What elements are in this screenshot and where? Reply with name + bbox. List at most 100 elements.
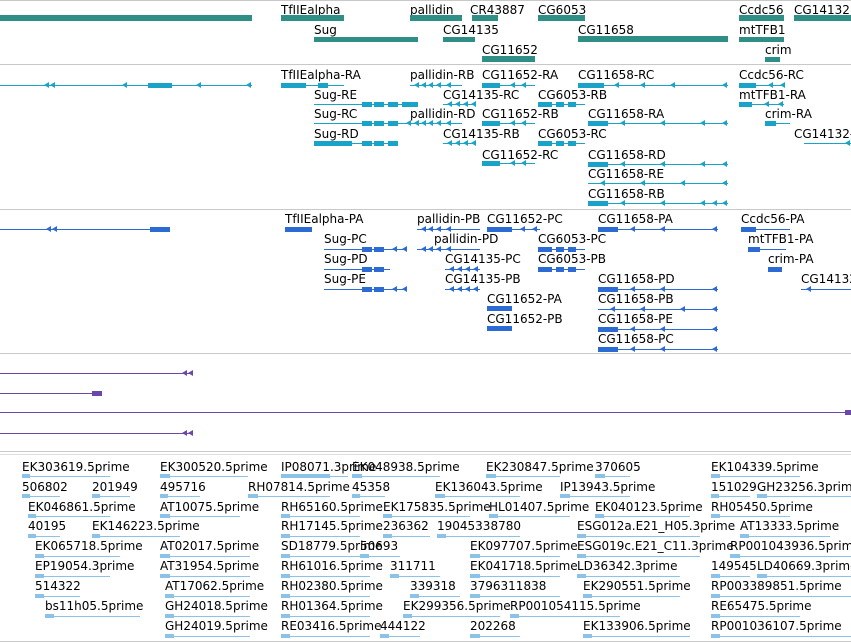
feature-label[interactable]: EK230847.5prime bbox=[486, 460, 594, 474]
exon-block[interactable] bbox=[160, 514, 170, 518]
intron-line[interactable] bbox=[588, 164, 728, 165]
intron-line[interactable] bbox=[711, 576, 750, 577]
exon-block[interactable] bbox=[711, 514, 720, 518]
intron-line[interactable] bbox=[577, 556, 700, 557]
exon-block[interactable] bbox=[281, 15, 344, 21]
feature-label[interactable]: CG6053-PC bbox=[538, 232, 607, 246]
intron-line[interactable] bbox=[160, 476, 248, 477]
feature-label[interactable]: 514322 bbox=[35, 579, 81, 593]
exon-block[interactable] bbox=[281, 574, 290, 578]
exon-block[interactable] bbox=[845, 410, 851, 415]
intron-line[interactable] bbox=[352, 496, 385, 497]
exon-block[interactable] bbox=[486, 474, 496, 478]
exon-block[interactable] bbox=[410, 15, 462, 21]
feature-label[interactable]: CG11652 bbox=[482, 43, 538, 57]
exon-block[interactable] bbox=[374, 287, 384, 292]
intron-line[interactable] bbox=[160, 516, 240, 517]
exon-block[interactable] bbox=[402, 102, 418, 107]
feature-label[interactable]: mtTFB1-PA bbox=[748, 232, 814, 246]
feature-label[interactable]: CG11652-PC bbox=[487, 212, 563, 226]
feature-label[interactable]: AT17062.5prime bbox=[165, 579, 265, 593]
feature-label[interactable]: CG11658-RE bbox=[588, 167, 665, 181]
feature-label[interactable]: mtTFB1-RA bbox=[739, 88, 806, 102]
exon-block[interactable] bbox=[489, 514, 498, 518]
exon-block[interactable] bbox=[487, 227, 512, 232]
feature-label[interactable]: CG11652-RB bbox=[482, 107, 559, 121]
intron-line[interactable] bbox=[380, 636, 420, 637]
exon-block[interactable] bbox=[739, 37, 784, 42]
exon-block[interactable] bbox=[362, 141, 372, 146]
exon-block[interactable] bbox=[470, 634, 480, 638]
exon-block[interactable] bbox=[390, 574, 399, 578]
exon-block[interactable] bbox=[28, 534, 36, 538]
exon-block[interactable] bbox=[740, 534, 749, 538]
intron-line[interactable] bbox=[22, 476, 110, 477]
intron-line[interactable] bbox=[35, 596, 80, 597]
exon-block[interactable] bbox=[765, 121, 776, 126]
intron-line[interactable] bbox=[445, 269, 480, 270]
feature-label[interactable]: Ccdc56-PA bbox=[741, 212, 805, 226]
intron-line[interactable] bbox=[281, 636, 370, 637]
intron-line[interactable] bbox=[165, 596, 250, 597]
intron-line[interactable] bbox=[383, 516, 470, 517]
feature-label[interactable]: Ccdc56 bbox=[739, 3, 784, 17]
feature-label[interactable]: 311711 bbox=[390, 559, 436, 573]
intron-line[interactable] bbox=[741, 229, 790, 230]
intron-line[interactable] bbox=[281, 85, 344, 86]
intron-line[interactable] bbox=[577, 576, 680, 577]
feature-label[interactable]: EK175835.5prime bbox=[383, 500, 491, 514]
intron-line[interactable] bbox=[588, 183, 728, 184]
exon-block[interactable] bbox=[362, 247, 372, 252]
exon-block[interactable] bbox=[281, 614, 290, 618]
exon-block[interactable] bbox=[281, 474, 330, 478]
intron-line[interactable] bbox=[711, 636, 851, 637]
exon-block[interactable] bbox=[583, 594, 592, 598]
exon-block[interactable] bbox=[739, 83, 756, 88]
feature-label[interactable]: CG14135-RC bbox=[443, 88, 520, 102]
feature-label[interactable]: HL01407.5prime bbox=[489, 500, 590, 514]
feature-label[interactable]: EK146223.5prime bbox=[92, 519, 200, 533]
feature-label[interactable]: RH61016.5prime bbox=[281, 559, 383, 573]
feature-label[interactable]: AT31954.5prime bbox=[160, 559, 260, 573]
exon-block[interactable] bbox=[577, 574, 586, 578]
feature-label[interactable]: crim-PA bbox=[768, 252, 814, 266]
feature-label[interactable]: Sug-PE bbox=[324, 272, 366, 286]
exon-block[interactable] bbox=[470, 554, 480, 558]
intron-line[interactable] bbox=[711, 616, 800, 617]
intron-line[interactable] bbox=[92, 536, 180, 537]
feature-label[interactable]: Sug-RE bbox=[314, 88, 358, 102]
feature-label[interactable]: 236362 bbox=[383, 519, 429, 533]
intron-line[interactable] bbox=[711, 516, 790, 517]
feature-label[interactable]: LD36342.3prime bbox=[577, 559, 678, 573]
feature-label[interactable]: EK133906.5prime bbox=[583, 619, 691, 633]
intron-line[interactable] bbox=[482, 163, 535, 164]
feature-label[interactable]: CG11658-RD bbox=[588, 148, 666, 162]
feature-label[interactable]: CG6053-PB bbox=[538, 252, 607, 266]
intron-line[interactable] bbox=[35, 556, 120, 557]
intron-line[interactable] bbox=[748, 249, 786, 250]
exon-block[interactable] bbox=[281, 514, 290, 518]
intron-line[interactable] bbox=[598, 309, 718, 310]
feature-label[interactable]: 19045338780 bbox=[437, 519, 521, 533]
feature-label[interactable]: EK097707.5prime bbox=[470, 539, 578, 553]
intron-line[interactable] bbox=[390, 576, 440, 577]
intron-line[interactable] bbox=[281, 616, 370, 617]
intron-line[interactable] bbox=[470, 636, 520, 637]
intron-line[interactable] bbox=[482, 123, 535, 124]
exon-block[interactable] bbox=[362, 267, 372, 272]
intron-line[interactable] bbox=[577, 536, 700, 537]
exon-block[interactable] bbox=[568, 247, 576, 252]
exon-block[interactable] bbox=[92, 494, 100, 498]
exon-block[interactable] bbox=[768, 267, 782, 272]
intron-line[interactable] bbox=[487, 229, 540, 230]
feature-label[interactable]: CG11652-PB bbox=[487, 312, 563, 326]
exon-block[interactable] bbox=[165, 594, 174, 598]
exon-block[interactable] bbox=[510, 614, 519, 618]
exon-block[interactable] bbox=[160, 554, 170, 558]
exon-block[interactable] bbox=[374, 121, 384, 126]
exon-block[interactable] bbox=[160, 474, 170, 478]
exon-block[interactable] bbox=[443, 37, 475, 42]
intron-line[interactable] bbox=[730, 556, 851, 557]
feature-label[interactable]: 201949 bbox=[92, 480, 138, 494]
intron-line[interactable] bbox=[160, 576, 250, 577]
